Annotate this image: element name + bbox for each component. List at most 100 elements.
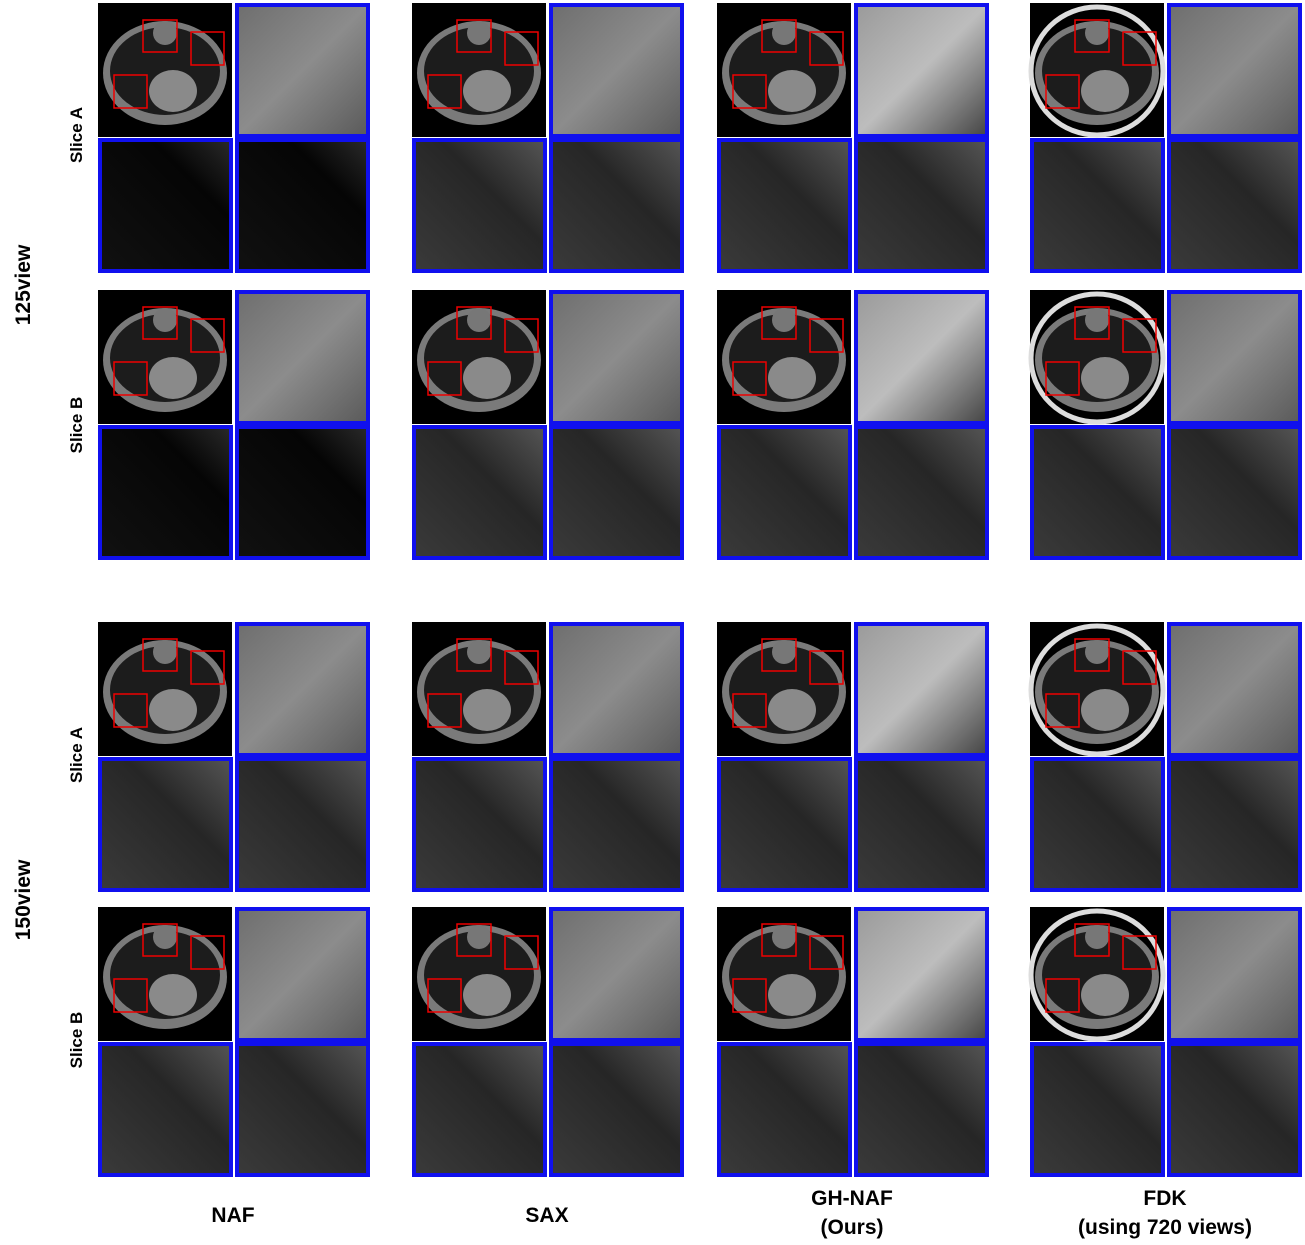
spine: [153, 21, 177, 45]
ct-thumbnail: [98, 907, 232, 1041]
heart: [149, 689, 197, 731]
zoom-tile: [551, 909, 682, 1040]
zoom-tile: [551, 427, 682, 558]
spine: [772, 640, 796, 664]
spine: [467, 21, 491, 45]
column-label: (Ours): [821, 1216, 884, 1239]
spine: [467, 640, 491, 664]
heart: [768, 357, 816, 399]
zoom-tile: [856, 427, 987, 558]
column-label: (using 720 views): [1078, 1216, 1252, 1239]
slice-label: Slice A: [67, 727, 86, 783]
spine: [1085, 308, 1109, 332]
ct-thumbnail: [98, 290, 232, 424]
spine: [153, 308, 177, 332]
zoom-tile: [551, 759, 682, 890]
group-label: 125view: [12, 244, 35, 325]
zoom-tile: [719, 140, 850, 271]
column-label: SAX: [525, 1204, 568, 1227]
heart: [1081, 357, 1129, 399]
heart: [149, 974, 197, 1016]
heart: [463, 70, 511, 112]
zoom-tile: [237, 140, 368, 271]
zoom-tile: [100, 140, 231, 271]
ct-thumbnail: [717, 907, 851, 1041]
zoom-tile: [856, 1044, 987, 1175]
zoom-tile: [856, 140, 987, 271]
zoom-tile: [237, 5, 368, 136]
group-label: 150view: [12, 859, 35, 940]
zoom-tile: [237, 1044, 368, 1175]
column-label: NAF: [211, 1204, 254, 1227]
ct-thumbnail: [412, 3, 546, 137]
heart: [463, 357, 511, 399]
spine: [772, 925, 796, 949]
zoom-tile: [100, 759, 231, 890]
zoom-tile: [551, 5, 682, 136]
zoom-tile: [719, 427, 850, 558]
column-label: FDK: [1143, 1187, 1186, 1210]
ct-thumbnail: [1030, 907, 1164, 1041]
ct-thumbnail: [412, 290, 546, 424]
ct-thumbnail: [717, 3, 851, 137]
zoom-tile: [414, 759, 545, 890]
ct-thumbnail: [412, 907, 546, 1041]
zoom-tile: [551, 1044, 682, 1175]
zoom-tile: [551, 140, 682, 271]
zoom-tile: [237, 759, 368, 890]
zoom-tile: [1032, 759, 1163, 890]
zoom-tile: [1169, 5, 1300, 136]
heart: [1081, 689, 1129, 731]
heart: [149, 70, 197, 112]
ct-thumbnail: [1030, 3, 1164, 137]
ct-thumbnail: [98, 3, 232, 137]
heart: [768, 689, 816, 731]
spine: [1085, 925, 1109, 949]
ct-thumbnail: [98, 622, 232, 756]
spine: [153, 925, 177, 949]
zoom-tile: [100, 427, 231, 558]
zoom-tile: [1032, 427, 1163, 558]
zoom-tile: [1169, 140, 1300, 271]
heart: [149, 357, 197, 399]
zoom-tile: [1032, 1044, 1163, 1175]
zoom-tile: [719, 1044, 850, 1175]
zoom-tile: [414, 427, 545, 558]
zoom-tile: [237, 427, 368, 558]
ct-thumbnail: [1030, 622, 1164, 756]
heart: [1081, 70, 1129, 112]
ct-thumbnail: [717, 290, 851, 424]
spine: [153, 640, 177, 664]
zoom-tile: [856, 5, 987, 136]
zoom-tile: [856, 759, 987, 890]
spine: [772, 308, 796, 332]
zoom-tile: [719, 759, 850, 890]
spine: [467, 925, 491, 949]
zoom-tile: [1032, 140, 1163, 271]
heart: [768, 70, 816, 112]
zoom-tile: [414, 1044, 545, 1175]
heart: [463, 974, 511, 1016]
zoom-tile: [1169, 427, 1300, 558]
ct-thumbnail: [717, 622, 851, 756]
zoom-tile: [237, 292, 368, 423]
zoom-tile: [1169, 1044, 1300, 1175]
column-label: GH-NAF: [811, 1187, 893, 1210]
zoom-tile: [1169, 909, 1300, 1040]
zoom-tile: [1169, 624, 1300, 755]
zoom-tile: [414, 140, 545, 271]
heart: [768, 974, 816, 1016]
zoom-tile: [100, 1044, 231, 1175]
heart: [463, 689, 511, 731]
zoom-tile: [856, 909, 987, 1040]
ct-thumbnail: [1030, 290, 1164, 424]
heart: [1081, 974, 1129, 1016]
zoom-tile: [1169, 759, 1300, 890]
zoom-tile: [237, 624, 368, 755]
spine: [772, 21, 796, 45]
slice-label: Slice B: [67, 397, 86, 454]
spine: [1085, 640, 1109, 664]
zoom-tile: [551, 624, 682, 755]
ct-thumbnail: [412, 622, 546, 756]
zoom-tile: [1169, 292, 1300, 423]
